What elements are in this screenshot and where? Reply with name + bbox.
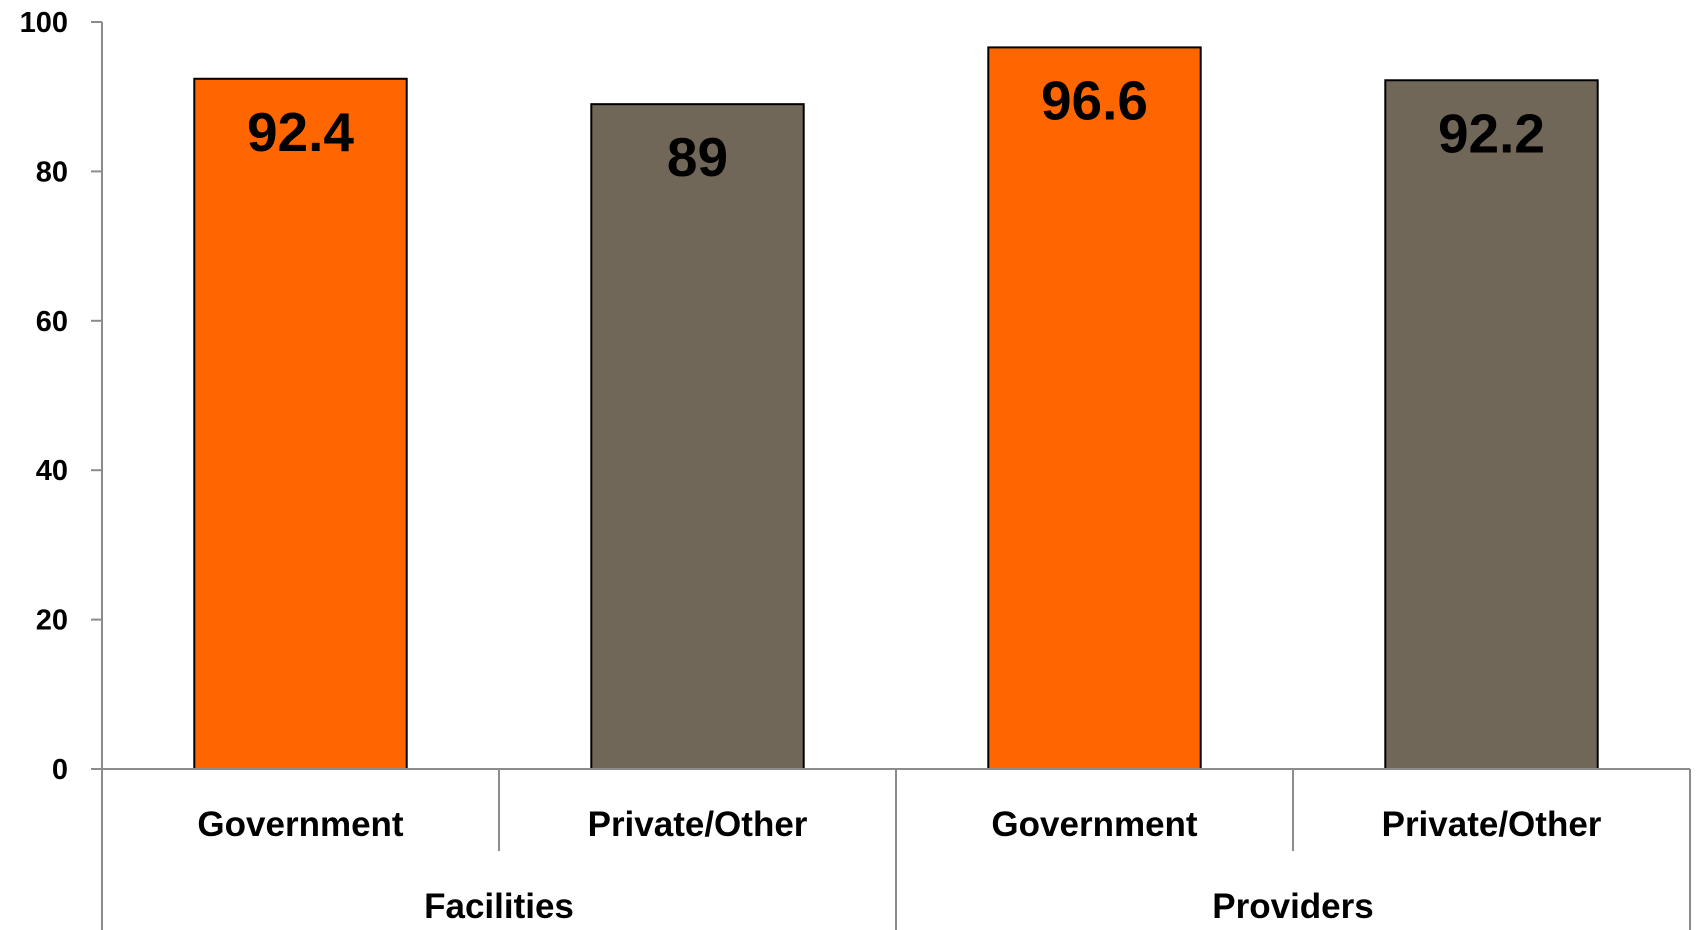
y-tick-label: 40 <box>36 455 68 487</box>
y-tick-label: 0 <box>52 754 68 786</box>
bars-layer: 92.4 89 96.6 92.2 <box>193 46 1599 771</box>
bar-facilities-government <box>193 77 408 771</box>
data-label: 92.2 <box>1438 102 1545 164</box>
y-tick-label: 60 <box>36 306 68 338</box>
data-label: 92.4 <box>247 101 354 163</box>
bar-providers-government <box>987 46 1202 770</box>
y-tick-label: 100 <box>20 7 68 39</box>
x-axis: Government Private/Other Facilities Governm… <box>91 768 1691 930</box>
category-label: Government <box>991 805 1197 844</box>
bar-facilities-private-other <box>590 103 805 771</box>
category-label: Private/Other <box>1382 805 1602 844</box>
y-tick-label: 20 <box>36 605 68 637</box>
data-label: 96.6 <box>1041 69 1148 131</box>
category-label: Private/Other <box>588 805 808 844</box>
bar-providers-private-other <box>1384 79 1599 771</box>
category-label: Government <box>197 805 403 844</box>
group-label-facilities: Facilities <box>424 887 574 926</box>
y-tick-label: 80 <box>36 156 68 188</box>
y-axis: 0 20 40 60 80 100 <box>20 7 103 930</box>
group-label-providers: Providers <box>1212 887 1373 926</box>
data-label: 89 <box>667 126 728 188</box>
